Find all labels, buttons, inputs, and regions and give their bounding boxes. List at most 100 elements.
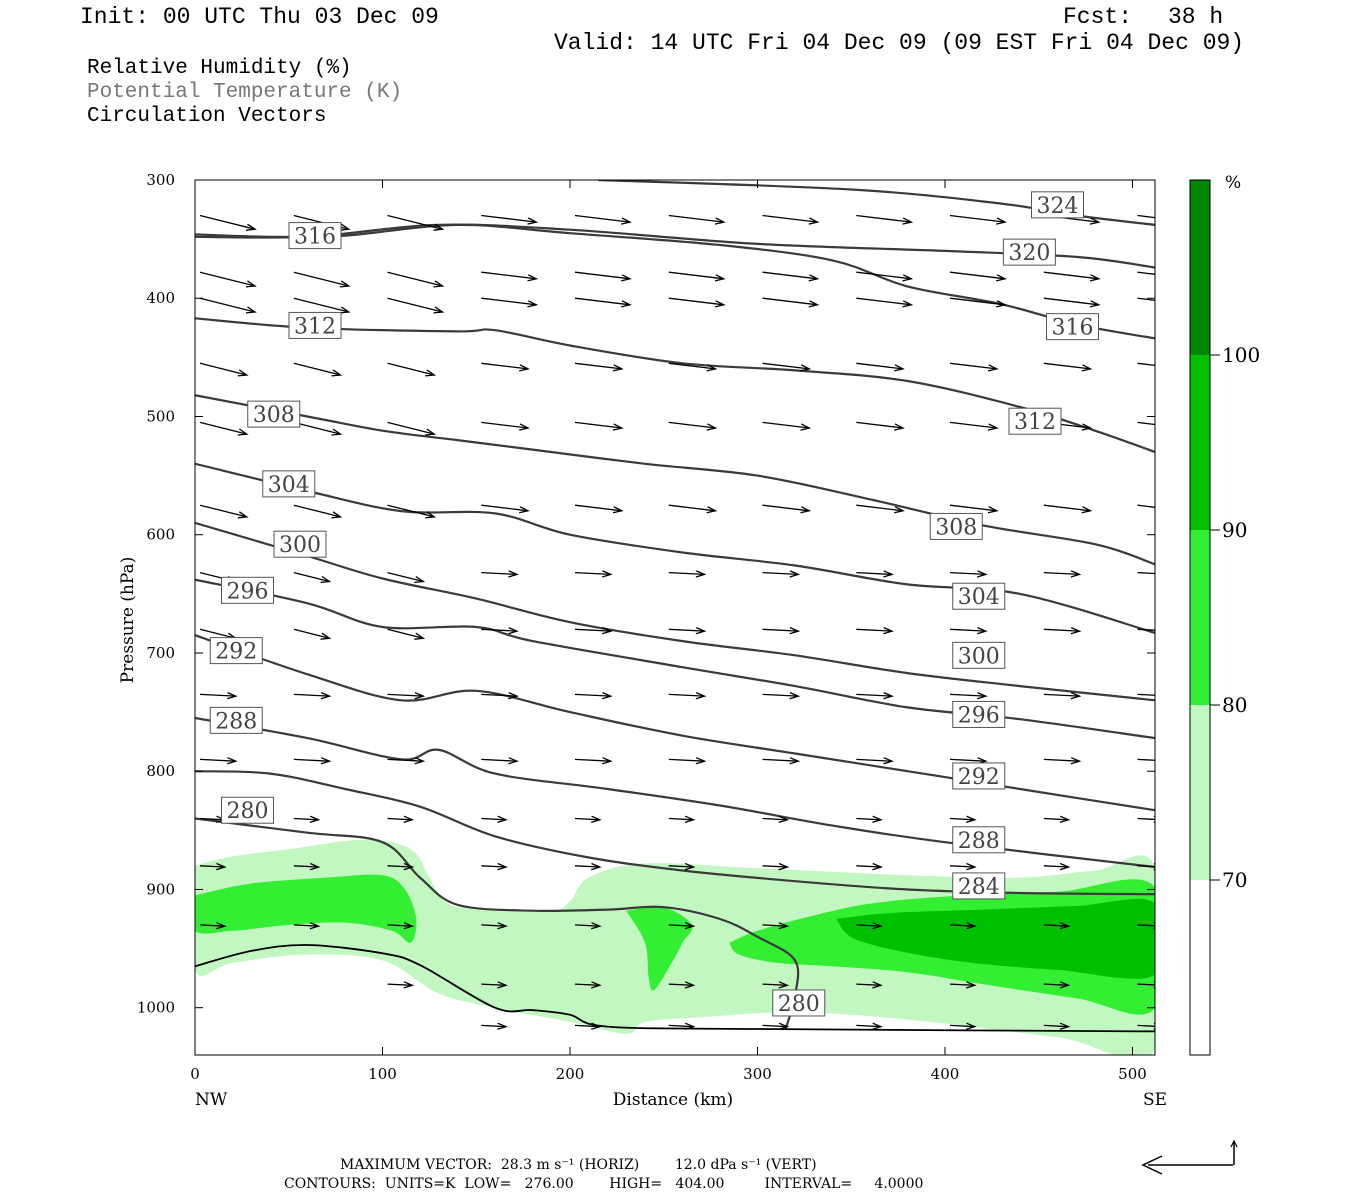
x-tick-label: 200 <box>556 1065 585 1083</box>
wind-vector <box>856 757 894 765</box>
wind-vector <box>199 862 227 871</box>
wind-vector <box>1137 297 1155 301</box>
wind-vector <box>293 922 321 930</box>
wind-vector <box>1043 815 1071 824</box>
contour-info: CONTOURS: UNITS=K LOW= 276.00 HIGH= 404.… <box>284 1176 924 1192</box>
wind-vector <box>762 1022 790 1030</box>
wind-vector <box>949 297 1007 308</box>
wind-vector <box>949 570 988 578</box>
wind-vector <box>387 757 426 765</box>
theta-contour-292 <box>195 634 1155 812</box>
relative-humidity-fill <box>195 839 1155 1055</box>
contour-label-text: 312 <box>1014 410 1056 435</box>
contour-label-text: 280 <box>778 992 820 1017</box>
wind-vector <box>199 692 238 700</box>
wind-vector <box>668 981 696 989</box>
wind-vector <box>1137 922 1155 930</box>
legend-rh: Relative Humidity (%) <box>87 57 352 80</box>
wind-vector <box>1137 693 1155 696</box>
wind-vector <box>762 757 801 765</box>
wind-vector <box>293 757 332 765</box>
wind-vector <box>762 627 801 635</box>
contour-label-296: 296 <box>221 576 274 604</box>
wind-vector <box>1137 271 1155 275</box>
legend-vectors: Circulation Vectors <box>87 105 327 128</box>
wind-vector <box>762 421 812 431</box>
wind-vector <box>293 692 332 700</box>
colorbar-label: 90 <box>1222 518 1247 542</box>
contour-label-280: 280 <box>221 796 274 824</box>
wind-vector <box>856 862 883 871</box>
contour-label-text: 316 <box>294 225 336 250</box>
wind-vector <box>481 214 539 225</box>
x-start-label: NW <box>195 1090 228 1110</box>
colorbar-segment <box>1190 880 1210 1055</box>
wind-vector <box>574 981 602 989</box>
y-tick-label: 700 <box>146 644 175 662</box>
wind-vector <box>574 570 613 578</box>
wind-vector <box>293 862 321 871</box>
colorbar-label: 70 <box>1222 868 1247 892</box>
wind-vector <box>762 271 820 282</box>
contour-label-text: 284 <box>958 875 1000 900</box>
wind-vector <box>387 571 426 584</box>
theta-contour-300 <box>195 521 1155 702</box>
wind-vector <box>856 627 894 635</box>
terrain-surface <box>195 944 1155 1033</box>
rh-80-region-nw <box>195 874 417 943</box>
contour-label-text: 312 <box>294 314 336 339</box>
wind-vector <box>481 922 508 930</box>
wind-vector <box>1137 628 1155 631</box>
wind-vector <box>481 570 519 578</box>
wind-vector <box>293 504 343 519</box>
wind-vector <box>387 862 415 871</box>
wind-vector <box>668 504 718 514</box>
theta-contour-308 <box>195 394 1155 566</box>
wind-vector <box>481 692 519 700</box>
wind-vector <box>387 815 415 824</box>
contour-label-320: 320 <box>1002 238 1056 266</box>
wind-vector <box>1043 692 1082 700</box>
wind-vector <box>668 862 696 871</box>
wind-vector <box>856 1022 883 1030</box>
wind-vector <box>762 692 801 700</box>
wind-vector <box>199 362 249 377</box>
y-tick-label: 1000 <box>137 999 175 1017</box>
wind-vector <box>949 692 988 700</box>
colorbar-segment <box>1190 180 1210 355</box>
wind-vector <box>481 1022 508 1030</box>
wind-vector <box>574 815 602 824</box>
wind-vector <box>1043 271 1101 282</box>
wind-vector <box>481 504 530 514</box>
wind-vector <box>1043 297 1101 308</box>
wind-vector <box>668 271 726 282</box>
wind-vector <box>1043 981 1071 989</box>
wind-vector <box>856 271 914 282</box>
contour-label-text: 296 <box>227 579 269 604</box>
colorbar-label: 100 <box>1222 343 1260 367</box>
contour-label-304: 304 <box>952 582 1006 610</box>
wind-vector <box>1137 421 1155 426</box>
contour-label-292: 292 <box>952 762 1006 790</box>
contour-label-312: 312 <box>1008 407 1062 435</box>
wind-vector <box>481 627 519 635</box>
circulation-vectors <box>199 214 1155 1030</box>
wind-vector <box>481 862 508 871</box>
contour-label-300: 300 <box>952 641 1006 669</box>
wind-vector <box>668 757 707 765</box>
contour-label-300: 300 <box>273 530 327 558</box>
wind-vector <box>1137 214 1155 219</box>
wind-vector <box>668 627 707 635</box>
wind-vector <box>481 815 508 824</box>
theta-contour-304 <box>195 462 1155 634</box>
contour-label-304: 304 <box>262 470 316 498</box>
wind-vector <box>949 504 999 514</box>
wind-vector <box>949 214 1007 225</box>
wind-vector <box>1043 627 1082 635</box>
contour-label-288: 288 <box>952 826 1006 854</box>
wind-vector <box>293 815 321 824</box>
wind-vector <box>387 692 426 700</box>
y-tick-label: 500 <box>146 407 175 425</box>
forecast-label: Fcst: <box>1063 4 1133 30</box>
